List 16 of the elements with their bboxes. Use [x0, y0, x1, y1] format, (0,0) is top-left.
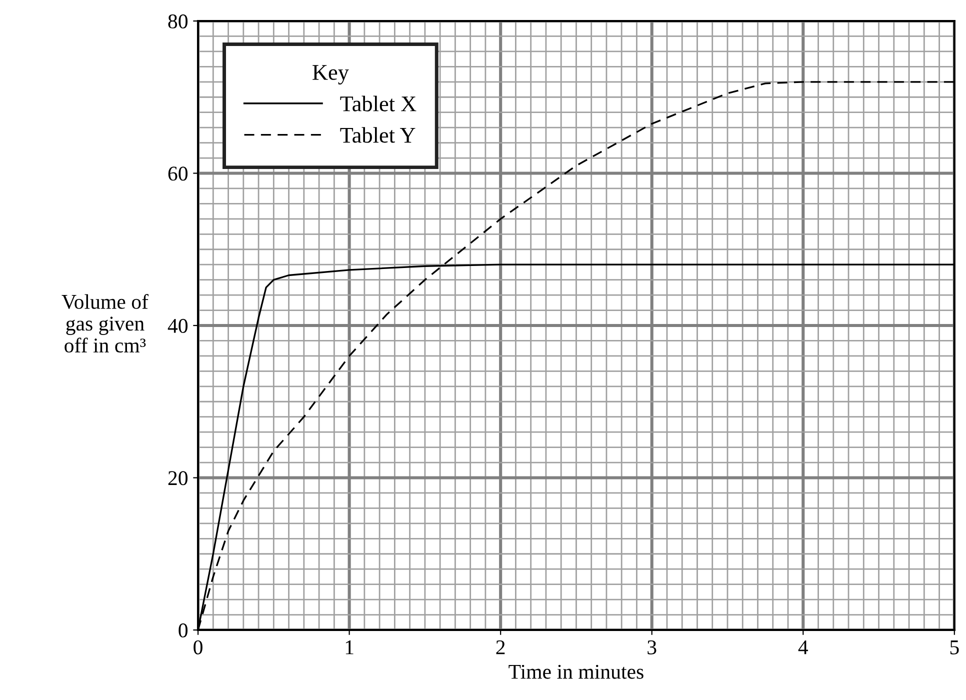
y-tick-label: 80	[168, 14, 188, 28]
y-tick-label: 20	[168, 471, 188, 486]
x-tick-label: 4	[798, 640, 808, 654]
legend-label: Tablet X	[340, 96, 416, 112]
x-tick-label: 1	[346, 640, 354, 654]
legend-label: Tablet Y	[340, 127, 416, 143]
x-axis-title: Time in minutes	[508, 664, 644, 679]
legend-title: Key	[312, 65, 349, 85]
y-tick-label: 60	[168, 166, 188, 181]
x-tick-label: 0	[194, 640, 202, 654]
x-tick-label: 5	[950, 640, 959, 654]
x-tick-label: 3	[648, 640, 656, 654]
x-tick-label: 2	[496, 640, 505, 654]
y-axis-title: Volume of gas given off in cm³	[62, 294, 148, 353]
y-tick-label: 0	[178, 623, 188, 638]
y-tick-label: 40	[168, 318, 188, 333]
